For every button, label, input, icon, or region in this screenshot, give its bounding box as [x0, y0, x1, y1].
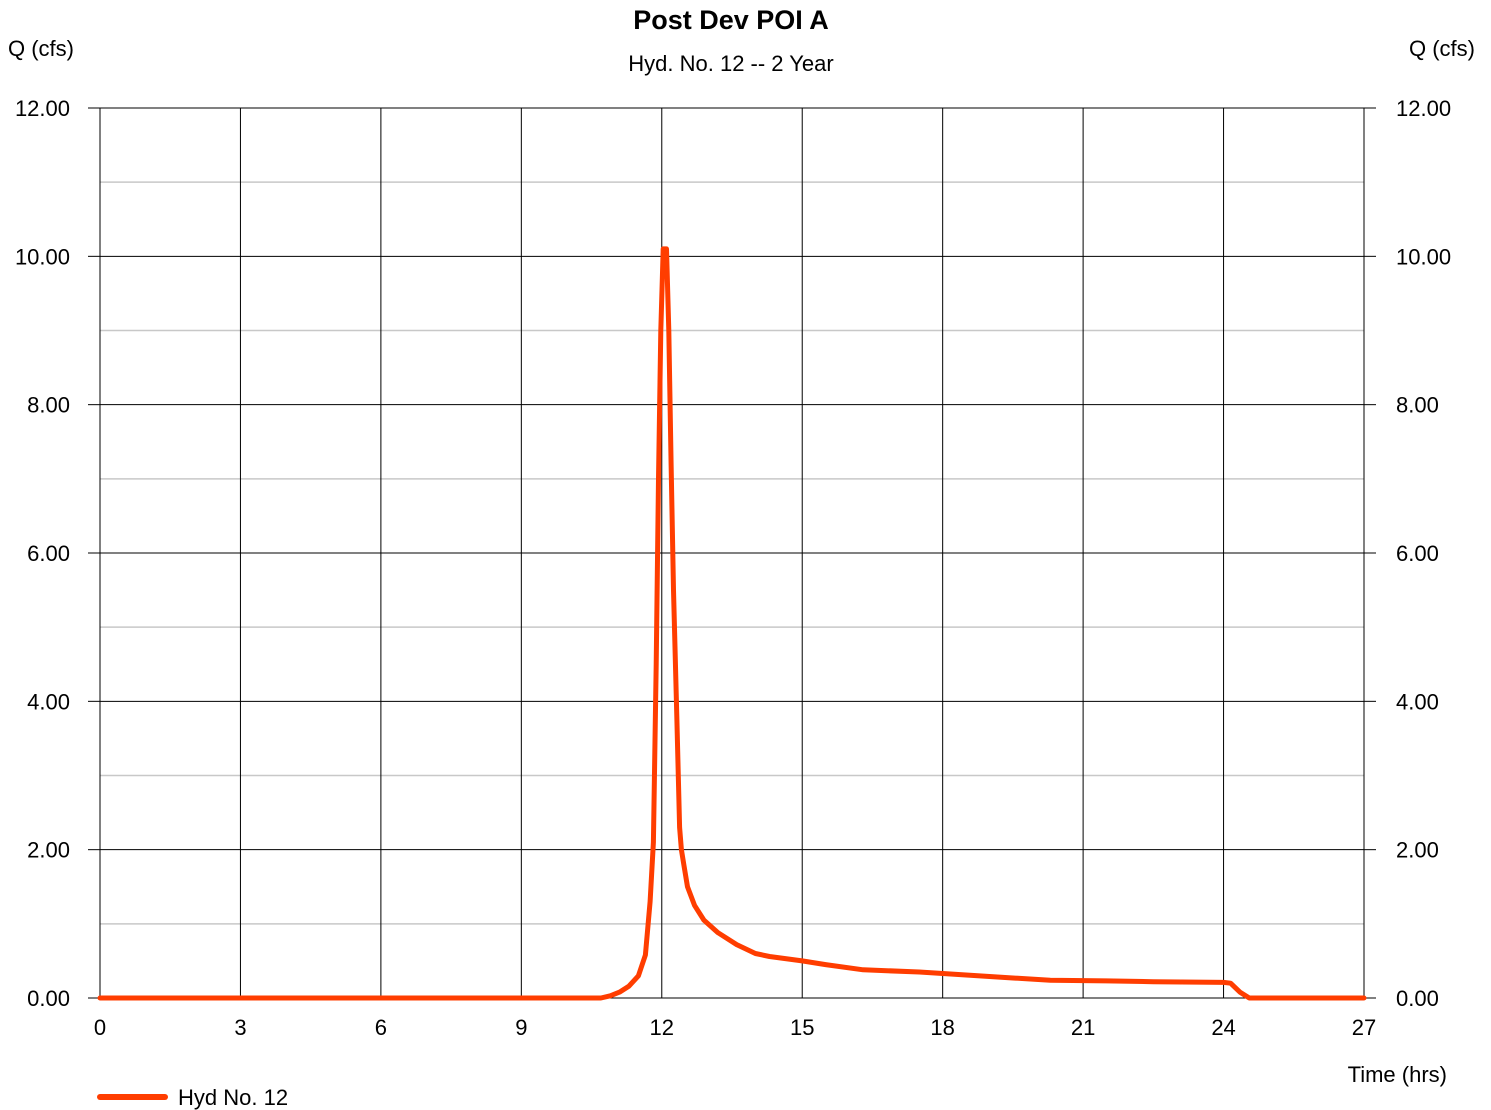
- y-axis-label-left: Q (cfs): [8, 36, 74, 61]
- tick-labels: 0.00 0.00 2.00 2.00 4.00 4.00 6.00 6.00 8.00 8.00…: [15, 96, 1451, 1040]
- grid: [88, 108, 1376, 998]
- y-tick-label-right: 4.00: [1396, 689, 1439, 714]
- y-tick-label-right: 2.00: [1396, 838, 1439, 863]
- y-tick-label-right: 10.00: [1396, 244, 1451, 269]
- y-tick-label-left: 2.00: [27, 838, 70, 863]
- y-tick-label-right: 0.00: [1396, 986, 1439, 1011]
- y-tick-label-left: 10.00: [15, 244, 70, 269]
- y-tick-label-left: 12.00: [15, 96, 70, 121]
- x-tick-label: 18: [930, 1015, 954, 1040]
- x-tick-label: 24: [1211, 1015, 1235, 1040]
- y-tick-label-left: 8.00: [27, 393, 70, 418]
- x-tick-label: 9: [515, 1015, 527, 1040]
- y-tick-label-right: 8.00: [1396, 393, 1439, 418]
- y-tick-label-right: 6.00: [1396, 541, 1439, 566]
- x-tick-label: 27: [1352, 1015, 1376, 1040]
- x-tick-label: 6: [375, 1015, 387, 1040]
- y-tick-label-left: 4.00: [27, 689, 70, 714]
- series-line: [100, 249, 1364, 998]
- x-tick-label: 3: [234, 1015, 246, 1040]
- y-tick-label-right: 12.00: [1396, 96, 1451, 121]
- legend-label: Hyd No. 12: [178, 1085, 288, 1110]
- x-axis-label: Time (hrs): [1348, 1062, 1447, 1087]
- x-tick-label: 0: [94, 1015, 106, 1040]
- x-tick-label: 12: [650, 1015, 674, 1040]
- chart-subtitle: Hyd. No. 12 -- 2 Year: [628, 51, 833, 76]
- legend: Hyd No. 12: [100, 1085, 288, 1110]
- x-tick-label: 21: [1071, 1015, 1095, 1040]
- series-layer: [100, 249, 1364, 998]
- y-tick-label-left: 0.00: [27, 986, 70, 1011]
- x-tick-label: 15: [790, 1015, 814, 1040]
- y-axis-label-right: Q (cfs): [1409, 36, 1475, 61]
- y-tick-label-left: 6.00: [27, 541, 70, 566]
- chart-title: Post Dev POI A: [633, 5, 829, 35]
